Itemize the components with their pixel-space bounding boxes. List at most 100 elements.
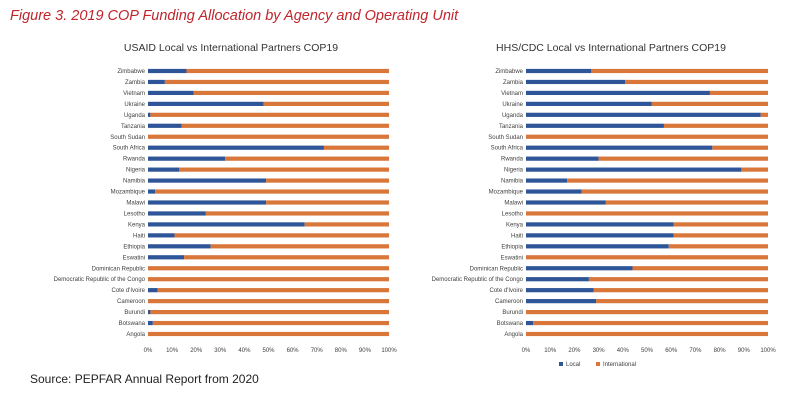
hhs-category-south-sudan: South Sudan — [488, 135, 523, 141]
hhs-x-tick-0: 0% — [522, 348, 531, 354]
hhs-bar-international-lesotho — [526, 211, 768, 216]
hhs-x-tick-9: 90% — [738, 348, 751, 354]
usaid-x-tick-9: 90% — [359, 348, 372, 354]
hhs-x-tick-8: 80% — [714, 348, 727, 354]
usaid-bar-local-cote-d-ivoire — [148, 288, 158, 293]
hhs-bar-local-botswana — [526, 320, 534, 326]
usaid-bar-local-lesotho — [148, 211, 206, 216]
usaid-category-vietnam: Vietnam — [123, 91, 145, 97]
hhs-bar-international-zambia — [625, 79, 768, 85]
hhs-category-burundi: Burundi — [502, 310, 523, 316]
hhs-category-namibia: Namibia — [501, 179, 524, 185]
usaid-category-haiti: Haiti — [133, 233, 145, 239]
usaid-category-malawi: Malawi — [126, 201, 145, 207]
hhs-bar-international-tanzania — [663, 123, 768, 128]
usaid-x-tick-2: 20% — [190, 348, 203, 354]
usaid-bar-international-cote-d-ivoire — [157, 288, 389, 293]
usaid-category-ethiopia: Ethiopia — [123, 244, 145, 250]
hhs-bar-international-cameroon — [596, 299, 768, 304]
hhs-bar-local-nigeria — [526, 167, 742, 172]
usaid-bar-local-uganda — [148, 112, 151, 117]
hhs-bar-international-nigeria — [741, 167, 768, 172]
hhs-category-botswana: Botswana — [497, 321, 524, 327]
hhs-bar-international-botswana — [533, 320, 768, 326]
usaid-x-tick-1: 10% — [166, 348, 179, 354]
hhs-category-eswatini: Eswatini — [501, 255, 523, 261]
usaid-bar-local-namibia — [148, 178, 267, 183]
hhs-bar-international-ukraine — [651, 101, 768, 106]
usaid-bar-international-mozambique — [155, 189, 389, 194]
hhs-category-rwanda: Rwanda — [501, 157, 524, 163]
hhs-category-democratic-republic-of-the-congo: Democratic Republic of the Congo — [432, 277, 524, 283]
usaid-bar-local-kenya — [148, 222, 305, 227]
hhs-bar-international-dominican-republic — [632, 266, 768, 271]
usaid-x-tick-8: 80% — [335, 348, 348, 354]
hhs-x-tick-5: 50% — [641, 348, 654, 354]
hhs-bar-international-zimbabwe — [591, 68, 768, 74]
hhs-category-mozambique: Mozambique — [489, 190, 524, 196]
usaid-category-namibia: Namibia — [123, 179, 146, 185]
source-note: Source: PEPFAR Annual Report from 2020 — [30, 372, 259, 386]
hhs-x-tick-10: 100% — [760, 348, 776, 354]
usaid-bar-international-south-africa — [323, 145, 389, 150]
hhs-bar-international-south-sudan — [526, 134, 768, 139]
hhs-x-tick-4: 40% — [617, 348, 630, 354]
hhs-bar-local-cote-d-ivoire — [526, 288, 594, 293]
usaid-category-south-sudan: South Sudan — [110, 135, 145, 141]
usaid-category-dominican-republic: Dominican Republic — [92, 266, 145, 272]
usaid-x-tick-5: 50% — [262, 348, 275, 354]
hhs-category-south-africa: South Africa — [491, 146, 524, 152]
hhs-category-ukraine: Ukraine — [502, 102, 523, 108]
usaid-category-cote-d-ivoire: Cote d'Ivoire — [112, 288, 146, 294]
hhs-bar-local-uganda — [526, 112, 761, 117]
hhs-category-kenya: Kenya — [506, 222, 524, 228]
usaid-category-cameroon: Cameroon — [117, 299, 145, 305]
usaid-bar-local-tanzania — [148, 123, 182, 128]
usaid-category-ukraine: Ukraine — [124, 102, 145, 108]
usaid-bar-international-democratic-republic-of-the-congo — [148, 277, 389, 282]
usaid-bar-local-botswana — [148, 320, 153, 326]
hhs-category-uganda: Uganda — [502, 113, 524, 119]
usaid-x-tick-6: 60% — [287, 348, 300, 354]
usaid-category-zimbabwe: Zimbabwe — [117, 69, 145, 75]
hhs-category-zimbabwe: Zimbabwe — [495, 69, 523, 75]
usaid-x-axis: 0% 10% 20% 30% 40% 50% 60% 70% 80% 90% 100% — [144, 348, 398, 354]
hhs-x-tick-1: 10% — [544, 348, 557, 354]
hhs-bar-local-zimbabwe — [526, 68, 592, 74]
usaid-bar-international-eswatini — [184, 255, 389, 260]
hhs-cdc-legend: Local International — [559, 362, 636, 368]
usaid-category-uganda: Uganda — [124, 113, 146, 119]
usaid-bar-international-angola — [148, 331, 389, 337]
usaid-bar-international-south-sudan — [148, 134, 389, 139]
hhs-x-tick-3: 30% — [593, 348, 606, 354]
usaid-category-mozambique: Mozambique — [111, 190, 146, 196]
usaid-bar-local-zambia — [148, 79, 165, 85]
hhs-bar-international-rwanda — [598, 156, 768, 161]
usaid-bar-international-tanzania — [181, 123, 389, 128]
hhs-bar-international-cote-d-ivoire — [593, 288, 768, 293]
hhs-category-zambia: Zambia — [503, 80, 524, 86]
usaid-bar-local-nigeria — [148, 167, 180, 172]
usaid-bar-international-vietnam — [193, 90, 389, 96]
usaid-bar-international-cameroon — [148, 299, 389, 304]
hhs-category-dominican-republic: Dominican Republic — [470, 266, 523, 272]
hhs-category-vietnam: Vietnam — [501, 91, 523, 97]
usaid-category-angola: Angola — [126, 332, 145, 338]
hhs-bar-international-eswatini — [526, 255, 768, 260]
hhs-category-malawi: Malawi — [504, 201, 523, 207]
hhs-bar-local-zambia — [526, 79, 626, 85]
hhs-category-angola: Angola — [504, 332, 523, 338]
hhs-bar-international-south-africa — [712, 145, 768, 150]
usaid-bar-international-burundi — [150, 309, 389, 315]
hhs-x-tick-7: 70% — [689, 348, 702, 354]
hhs-cdc-chart-title: HHS/CDC Local vs International Partners … — [496, 42, 726, 54]
usaid-bar-international-namibia — [266, 178, 389, 183]
usaid-x-tick-10: 100% — [381, 348, 397, 354]
usaid-category-labels: Zimbabwe Zambia Vietnam Ukraine Uganda Tanzan… — [54, 69, 146, 338]
hhs-bar-international-haiti — [673, 233, 768, 238]
usaid-bar-local-burundi — [148, 309, 151, 315]
hhs-category-lesotho: Lesotho — [502, 211, 524, 217]
hhs-bar-international-kenya — [673, 222, 768, 227]
usaid-bar-local-zimbabwe — [148, 68, 187, 74]
